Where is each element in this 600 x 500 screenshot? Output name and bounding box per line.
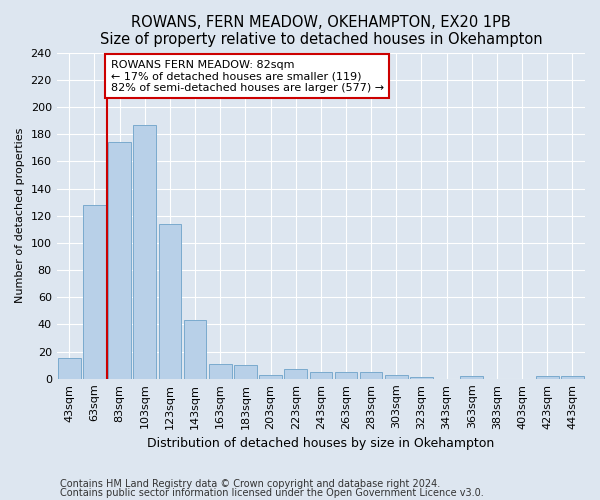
Bar bbox=[184, 320, 206, 379]
Title: ROWANS, FERN MEADOW, OKEHAMPTON, EX20 1PB
Size of property relative to detached : ROWANS, FERN MEADOW, OKEHAMPTON, EX20 1P… bbox=[100, 15, 542, 48]
Bar bbox=[360, 372, 382, 379]
Bar bbox=[410, 378, 433, 379]
Text: Contains public sector information licensed under the Open Government Licence v3: Contains public sector information licen… bbox=[60, 488, 484, 498]
Bar bbox=[460, 376, 483, 379]
Bar bbox=[385, 374, 407, 379]
Text: ROWANS FERN MEADOW: 82sqm
← 17% of detached houses are smaller (119)
82% of semi: ROWANS FERN MEADOW: 82sqm ← 17% of detac… bbox=[111, 60, 384, 92]
Bar bbox=[259, 374, 282, 379]
Bar bbox=[158, 224, 181, 379]
Text: Contains HM Land Registry data © Crown copyright and database right 2024.: Contains HM Land Registry data © Crown c… bbox=[60, 479, 440, 489]
Bar bbox=[335, 372, 358, 379]
Bar bbox=[284, 370, 307, 379]
Bar bbox=[58, 358, 80, 379]
Bar bbox=[209, 364, 232, 379]
Y-axis label: Number of detached properties: Number of detached properties bbox=[15, 128, 25, 304]
Bar bbox=[83, 205, 106, 379]
Bar bbox=[234, 365, 257, 379]
Bar bbox=[310, 372, 332, 379]
Bar bbox=[108, 142, 131, 379]
Bar bbox=[536, 376, 559, 379]
Bar bbox=[561, 376, 584, 379]
X-axis label: Distribution of detached houses by size in Okehampton: Distribution of detached houses by size … bbox=[147, 437, 494, 450]
Bar bbox=[133, 124, 156, 379]
